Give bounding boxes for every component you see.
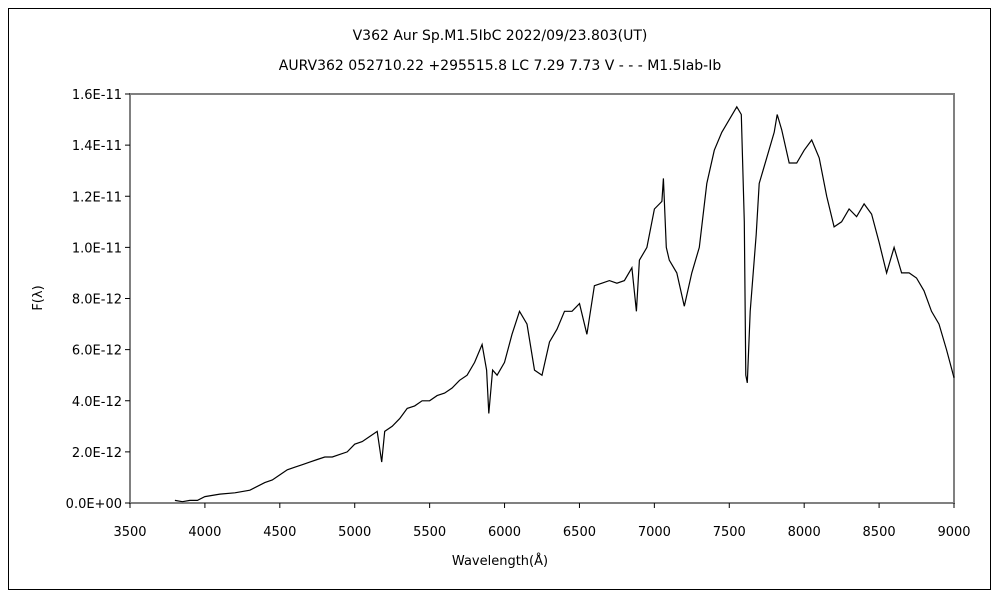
y-tick-label: 1.6E-11 xyxy=(72,88,122,103)
y-tick-label: 0.0E+00 xyxy=(66,497,122,512)
x-tick-label: 9000 xyxy=(937,525,970,540)
chart-frame xyxy=(8,8,991,590)
x-tick-label: 8000 xyxy=(788,525,821,540)
x-tick-label: 3500 xyxy=(113,525,146,540)
x-tick-label: 5000 xyxy=(338,525,371,540)
y-tick-label: 1.0E-11 xyxy=(72,241,122,256)
y-axis-label: F(λ) xyxy=(31,285,46,310)
y-tick-label: 6.0E-12 xyxy=(72,344,122,359)
y-tick-label: 2.0E-12 xyxy=(72,446,122,461)
x-tick-label: 7000 xyxy=(638,525,671,540)
x-tick-label: 5500 xyxy=(413,525,446,540)
spectrum-line xyxy=(174,105,955,503)
y-tick-label: 8.0E-12 xyxy=(72,293,122,308)
chart-title: V362 Aur Sp.M1.5IbC 2022/09/23.803(UT) xyxy=(352,28,648,44)
x-tick-label: 8500 xyxy=(863,525,896,540)
x-tick-label: 4000 xyxy=(188,525,221,540)
x-axis-label: Wavelength(Å) xyxy=(452,553,548,569)
chart-subtitle: AURV362 052710.22 +295515.8 LC 7.29 7.73… xyxy=(278,58,722,74)
y-tick-label: 4.0E-12 xyxy=(72,395,122,410)
x-tick-label: 4500 xyxy=(263,525,296,540)
y-tick-label: 1.4E-11 xyxy=(72,139,122,154)
x-tick-label: 6500 xyxy=(563,525,596,540)
x-tick-label: 6000 xyxy=(488,525,521,540)
y-tick-label: 1.2E-11 xyxy=(72,190,122,205)
x-tick-label: 7500 xyxy=(713,525,746,540)
plot-area xyxy=(129,93,955,504)
